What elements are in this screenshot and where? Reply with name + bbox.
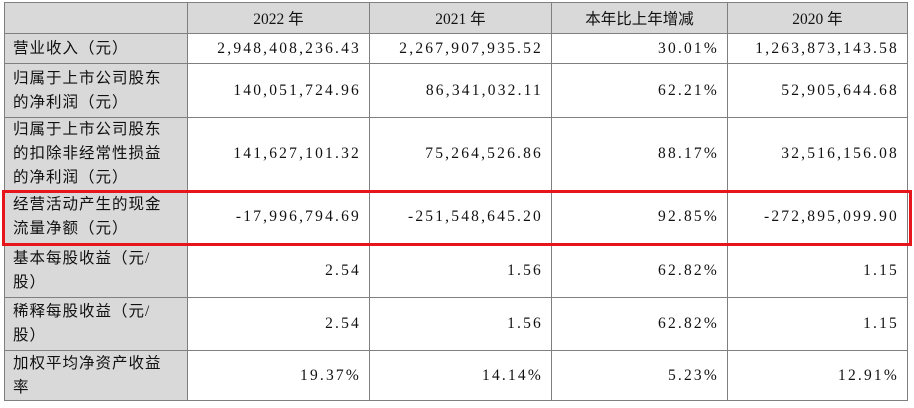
label-line: 的扣除非经常性损益: [13, 145, 162, 162]
label-line: 归属于上市公司股东: [13, 69, 162, 87]
header-cell: 2020 年: [727, 2, 908, 34]
value-cell: 141,627,101.32: [187, 117, 370, 191]
row-label: 经营活动产生的现金 流量净额（元）: [4, 190, 188, 244]
label-line: 率: [13, 378, 30, 396]
value-cell: 1.15: [727, 243, 908, 298]
value-cell: -17,996,794.69: [187, 190, 370, 244]
value-cell: 12.91%: [727, 350, 908, 401]
table-row: 加权平均净资产收益率 19.37% 14.14% 5.23% 12.91%: [4, 350, 908, 401]
value-cell: 86,341,032.11: [369, 63, 552, 118]
header-cell: 2022 年: [187, 2, 370, 34]
value-cell: 140,051,724.96: [187, 63, 370, 118]
value-cell: 32,516,156.08: [727, 117, 908, 191]
label-line: 经营活动产生的现金: [13, 196, 162, 213]
table-row: 归属于上市公司股东 的净利润（元） 140,051,724.96 86,341,032…: [4, 63, 908, 118]
value-cell: 62.82%: [551, 297, 728, 351]
value-cell: 2,267,907,935.52: [369, 33, 552, 64]
header-cell: 2021 年: [369, 2, 552, 34]
value-cell: 2.54: [187, 243, 370, 298]
financial-table: 2022 年 2021 年本年比上年增减 2020 年 营业收入（元） 2,948,4…: [4, 2, 908, 401]
row-label: 营业收入（元）: [4, 33, 188, 64]
value-cell: 75,264,526.86: [369, 117, 552, 191]
row-label: 加权平均净资产收益率: [4, 350, 188, 401]
label-line: 流量净额（元）: [13, 220, 129, 237]
value-cell: 52,905,644.68: [727, 63, 908, 118]
value-cell: 1,263,873,143.58: [727, 33, 908, 64]
row-label: 基本每股收益（元/股）: [4, 243, 188, 298]
label-line: 股）: [13, 327, 47, 344]
value-cell: 2,948,408,236.43: [187, 33, 370, 64]
table-row: 经营活动产生的现金 流量净额（元） -17,996,794.69 -251,548,6…: [4, 190, 908, 244]
header-cell: [4, 2, 188, 34]
value-cell: -272,895,099.90: [727, 190, 908, 244]
label-line: 稀释每股收益（元/: [13, 303, 151, 320]
label-line: 基本每股收益（元/: [13, 249, 151, 267]
value-cell: 5.23%: [551, 350, 728, 401]
label-line: 的净利润（元）: [13, 93, 129, 111]
label-line: 股）: [13, 273, 47, 291]
table-row: 稀释每股收益（元/股） 2.54 1.56 62.82% 1.15: [4, 297, 908, 351]
value-cell: 1.15: [727, 297, 908, 351]
value-cell: 1.56: [369, 243, 552, 298]
value-cell: -251,548,645.20: [369, 190, 552, 244]
table-row: 归属于上市公司股东 的扣除非经常性损益 的净利润（元） 141,627,101.32 7…: [4, 117, 908, 191]
value-cell: 19.37%: [187, 350, 370, 401]
header-cell: 本年比上年增减: [551, 2, 728, 34]
value-cell: 2.54: [187, 297, 370, 351]
header-row: 2022 年 2021 年本年比上年增减 2020 年: [4, 2, 908, 34]
table-row: 基本每股收益（元/股） 2.54 1.56 62.82% 1.15: [4, 243, 908, 298]
row-label: 归属于上市公司股东 的扣除非经常性损益 的净利润（元）: [4, 117, 188, 191]
row-label: 归属于上市公司股东 的净利润（元）: [4, 63, 188, 118]
table-row: 营业收入（元） 2,948,408,236.43 2,267,907,935.52 3…: [4, 33, 908, 64]
value-cell: 1.56: [369, 297, 552, 351]
value-cell: 14.14%: [369, 350, 552, 401]
value-cell: 62.21%: [551, 63, 728, 118]
value-cell: 88.17%: [551, 117, 728, 191]
row-label: 稀释每股收益（元/股）: [4, 297, 188, 351]
value-cell: 62.82%: [551, 243, 728, 298]
label-line: 的净利润（元）: [13, 169, 129, 186]
label-line: 加权平均净资产收益: [13, 354, 162, 372]
value-cell: 92.85%: [551, 190, 728, 244]
value-cell: 30.01%: [551, 33, 728, 64]
label-line: 归属于上市公司股东: [13, 121, 162, 138]
label-line: 营业收入（元）: [13, 39, 129, 57]
